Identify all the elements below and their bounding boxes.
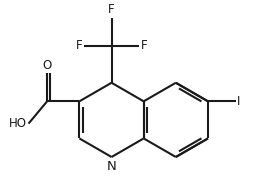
Text: F: F: [108, 3, 115, 16]
Text: I: I: [237, 95, 241, 108]
Text: F: F: [141, 39, 148, 52]
Text: HO: HO: [9, 117, 27, 130]
Text: F: F: [76, 39, 82, 52]
Text: N: N: [107, 160, 116, 173]
Text: O: O: [43, 59, 52, 72]
